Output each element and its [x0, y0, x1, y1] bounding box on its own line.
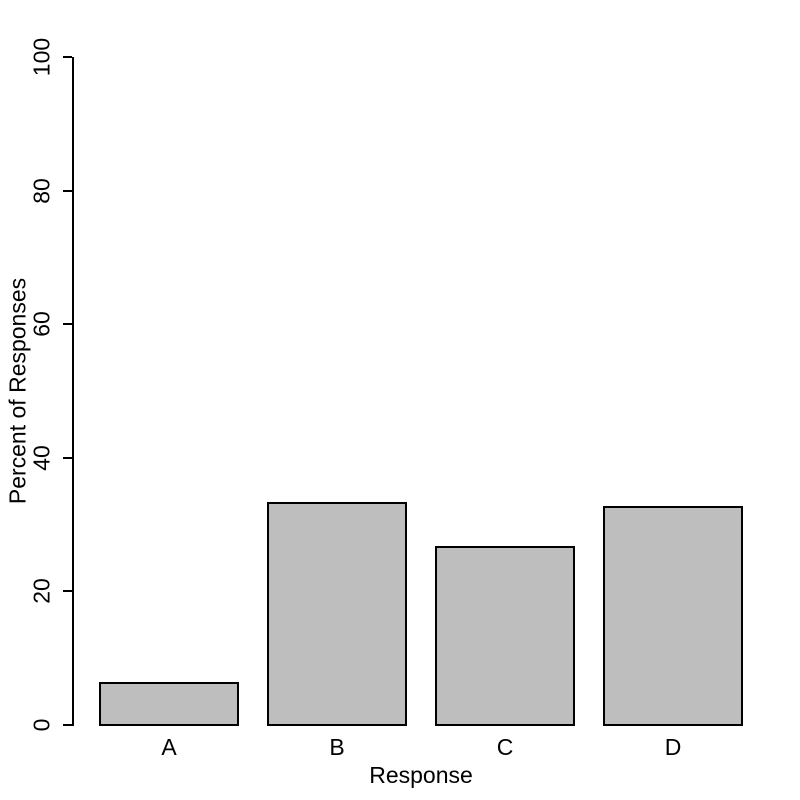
y-axis-line — [72, 57, 74, 726]
x-tick-label-a: A — [161, 734, 177, 760]
y-tick-label: 60 — [28, 311, 55, 337]
bar-b — [267, 502, 407, 726]
bar-a — [99, 682, 239, 726]
x-tick-label-c: C — [496, 734, 514, 760]
x-tick-label-d: D — [664, 734, 682, 760]
y-tick-label: 0 — [28, 718, 55, 732]
y-axis-tick — [63, 323, 72, 326]
y-axis-tick — [63, 56, 72, 58]
y-tick-label: 80 — [28, 177, 55, 204]
y-axis-tick — [63, 590, 72, 593]
y-axis-tick — [63, 189, 72, 192]
y-tick-label: 100 — [28, 37, 55, 77]
bar-d — [603, 506, 743, 726]
x-tick-label-b: B — [329, 734, 345, 760]
y-tick-label: 20 — [28, 578, 55, 605]
y-axis-tick — [63, 724, 72, 726]
x-axis-title: Response — [369, 762, 473, 788]
bar-c — [435, 546, 575, 726]
y-tick-label: 40 — [28, 445, 55, 471]
y-axis-tick — [63, 456, 72, 459]
y-axis-title: Percent of Responses — [4, 277, 31, 505]
